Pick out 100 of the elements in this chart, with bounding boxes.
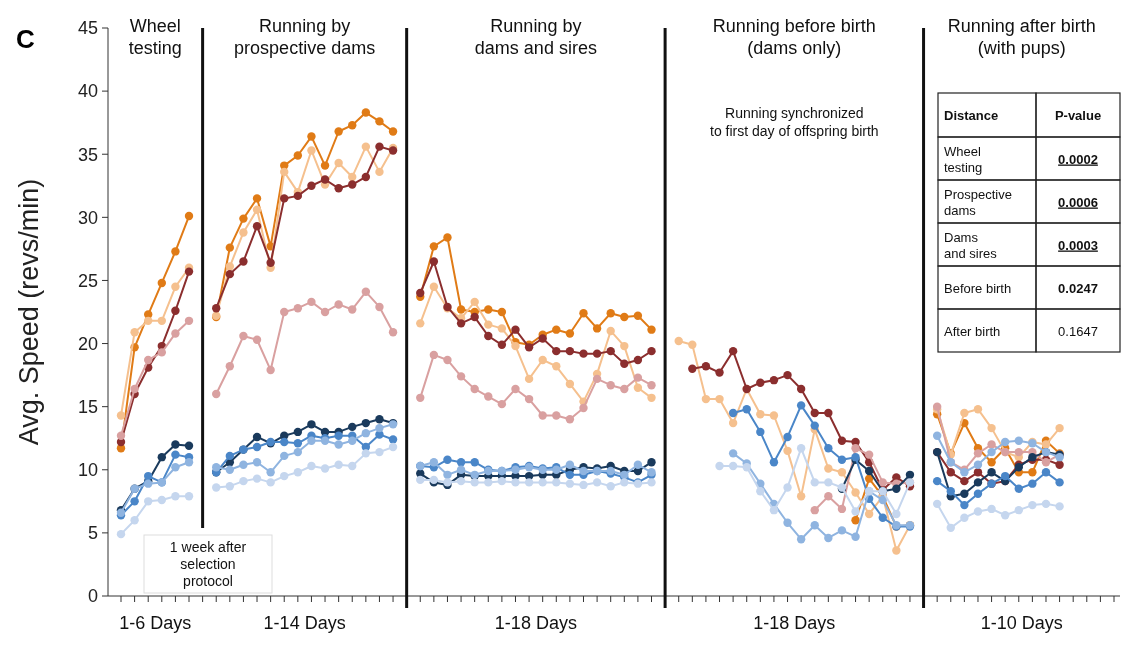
point xyxy=(130,384,139,394)
point xyxy=(443,355,452,365)
point xyxy=(579,309,588,318)
point xyxy=(620,312,629,322)
point xyxy=(864,474,874,483)
point xyxy=(212,389,221,399)
point xyxy=(429,350,439,360)
point xyxy=(470,384,479,394)
point xyxy=(334,300,343,309)
point xyxy=(416,393,425,403)
point xyxy=(484,305,493,314)
annotation: Prospective dams xyxy=(944,186,1012,218)
text: C xyxy=(16,24,35,54)
point xyxy=(620,384,629,394)
point xyxy=(429,242,439,251)
annotation: Running before birth (dams only) xyxy=(712,16,876,58)
annotation: 0.0002 xyxy=(1058,151,1098,167)
point xyxy=(892,484,901,493)
annotation: 0.0006 xyxy=(1058,194,1098,210)
y-tick-label: 5 xyxy=(87,523,98,544)
point xyxy=(252,335,262,344)
point xyxy=(606,381,615,390)
point xyxy=(307,297,316,307)
point xyxy=(851,516,860,525)
point xyxy=(293,151,303,160)
annotation: After birth xyxy=(944,323,1001,339)
annotation: 0.0003 xyxy=(1058,237,1098,253)
point xyxy=(375,415,384,424)
point xyxy=(987,458,996,467)
point xyxy=(307,132,316,141)
point xyxy=(239,331,248,341)
point xyxy=(824,492,833,501)
point xyxy=(388,328,398,337)
point xyxy=(293,304,303,313)
point xyxy=(375,117,384,126)
point xyxy=(960,489,969,498)
y-axis-title: Avg. Speed (revs/min) xyxy=(14,178,44,446)
point xyxy=(837,504,847,514)
point xyxy=(144,355,153,365)
point xyxy=(633,373,643,382)
point xyxy=(511,384,520,394)
point xyxy=(497,307,507,317)
annotation: Distance xyxy=(944,108,999,123)
point xyxy=(225,362,235,371)
point xyxy=(184,441,194,450)
text: 1-6 Days xyxy=(119,613,192,633)
point xyxy=(606,309,615,318)
text: 1-18 Days xyxy=(494,613,577,633)
point xyxy=(171,247,180,256)
point xyxy=(456,305,466,314)
annotation: Running by dams and sires xyxy=(474,16,597,58)
y-tick-label: 25 xyxy=(77,270,98,291)
point xyxy=(293,427,303,437)
point xyxy=(307,420,316,429)
point xyxy=(524,394,534,404)
point xyxy=(565,415,575,424)
point xyxy=(280,307,289,317)
point xyxy=(184,316,194,326)
point xyxy=(361,418,371,428)
point xyxy=(456,372,466,381)
point xyxy=(171,329,180,338)
point xyxy=(443,233,452,242)
point xyxy=(320,161,330,170)
point xyxy=(157,278,167,288)
y-tick-label: 45 xyxy=(77,18,98,39)
point xyxy=(592,374,602,384)
annotation: Running after birth (with pups) xyxy=(947,16,1096,58)
point xyxy=(552,411,561,420)
text: 1-10 Days xyxy=(980,613,1063,633)
annotation: Running by prospective dams xyxy=(234,16,376,58)
point xyxy=(579,403,588,413)
point xyxy=(552,325,561,334)
point xyxy=(171,440,180,449)
annotation: P-value xyxy=(1054,108,1102,123)
annotation: Wheel testing xyxy=(944,143,983,175)
point xyxy=(987,440,996,449)
point xyxy=(348,305,357,314)
annotation: Wheel testing xyxy=(128,16,182,58)
point xyxy=(987,468,996,477)
point xyxy=(497,399,507,409)
point xyxy=(647,325,656,334)
annotation: 1 week after selection protocol xyxy=(169,539,247,589)
point xyxy=(592,324,602,333)
y-tick-label: 35 xyxy=(77,144,98,165)
point xyxy=(810,505,819,515)
y-tick-label: 30 xyxy=(77,207,98,228)
point xyxy=(1014,447,1023,457)
annotation: Dams and sires xyxy=(944,229,998,261)
point xyxy=(973,478,983,487)
point xyxy=(484,392,493,401)
annotation: 0.1647 xyxy=(1058,323,1098,339)
point xyxy=(973,449,983,458)
point xyxy=(361,108,371,117)
point xyxy=(266,365,275,375)
point xyxy=(851,444,860,453)
point xyxy=(334,127,343,136)
point xyxy=(320,307,330,317)
y-tick-label: 15 xyxy=(77,396,98,417)
point xyxy=(225,243,235,252)
annotation: Before birth xyxy=(944,280,1012,296)
